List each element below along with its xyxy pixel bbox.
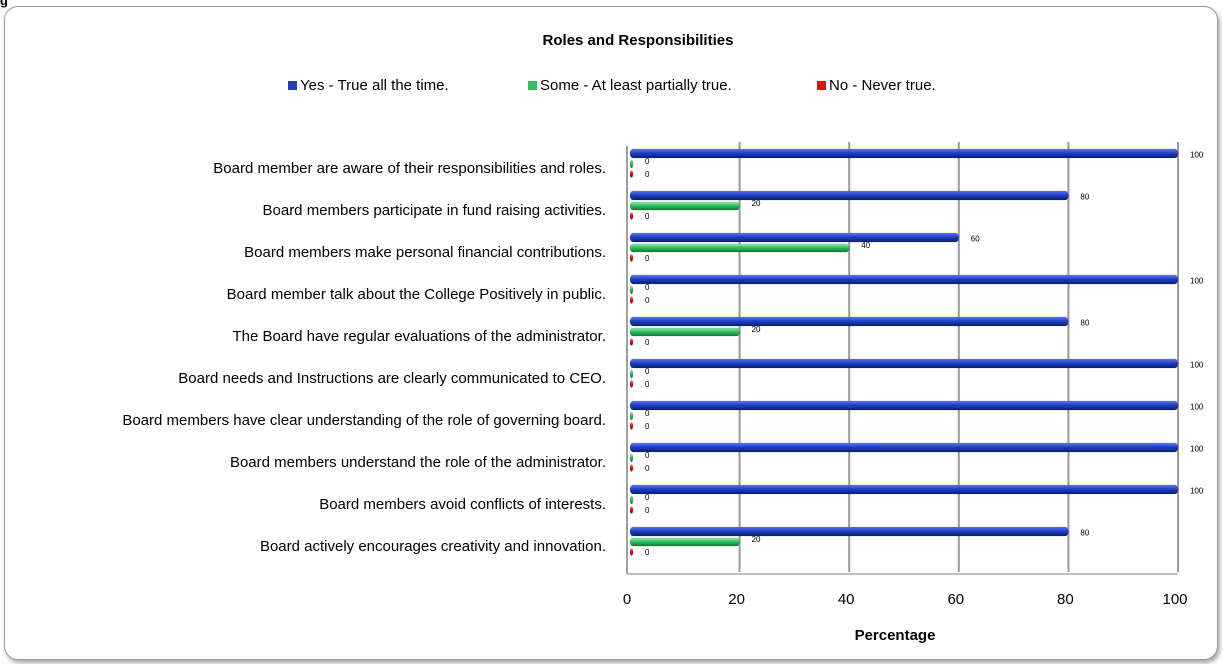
legend-label: Some - At least partially true. xyxy=(540,77,732,94)
bar-0 xyxy=(629,526,1069,537)
chart-frame xyxy=(4,6,1218,660)
data-label: 0 xyxy=(645,170,650,179)
data-label: 40 xyxy=(861,241,870,250)
bar-1 xyxy=(629,327,740,337)
data-label: 100 xyxy=(1190,445,1204,454)
x-tick-label: 80 xyxy=(1057,591,1074,608)
bar-0 xyxy=(629,484,1179,495)
bar-2 xyxy=(629,380,634,388)
data-label: 0 xyxy=(645,296,650,305)
category-label: Board actively encourages creativity and… xyxy=(260,538,606,555)
bar-0 xyxy=(629,442,1179,453)
legend: Yes - True all the time. Some - At least … xyxy=(288,77,936,94)
bar-1 xyxy=(629,243,850,253)
legend-label: Yes - True all the time. xyxy=(300,77,449,94)
bar-1 xyxy=(629,201,740,211)
bar-2 xyxy=(629,548,634,556)
category-label: Board needs and Instructions are clearly… xyxy=(178,370,606,387)
bar-1 xyxy=(629,537,740,547)
bar-2 xyxy=(629,464,634,472)
legend-swatch xyxy=(528,81,537,90)
bar-0 xyxy=(629,358,1179,369)
category-label: Board members understand the role of the… xyxy=(230,454,606,471)
category-label: Board member talk about the College Posi… xyxy=(227,286,606,303)
x-tick-label: 20 xyxy=(728,591,745,608)
category-label: The Board have regular evaluations of th… xyxy=(232,328,606,345)
data-label: 0 xyxy=(645,254,650,263)
data-label: 0 xyxy=(645,493,650,502)
figure-label: g xyxy=(0,0,8,8)
bar-2 xyxy=(629,296,634,304)
data-label: 100 xyxy=(1190,487,1204,496)
category-label: Board members avoid conflicts of interes… xyxy=(319,496,606,513)
x-tick-label: 100 xyxy=(1162,591,1187,608)
bar-2 xyxy=(629,422,634,430)
data-label: 60 xyxy=(971,235,980,244)
data-label: 100 xyxy=(1190,403,1204,412)
data-label: 0 xyxy=(645,464,650,473)
bar-1 xyxy=(629,453,634,463)
bar-2 xyxy=(629,170,634,178)
chart-title: Roles and Responsibilities xyxy=(543,32,734,49)
data-label: 0 xyxy=(645,380,650,389)
category-label: Board member are aware of their responsi… xyxy=(213,160,606,177)
bar-0 xyxy=(629,148,1179,159)
grid xyxy=(626,142,1179,575)
bar-2 xyxy=(629,338,634,346)
bar-0 xyxy=(629,190,1069,201)
data-label: 100 xyxy=(1190,277,1204,286)
data-label: 80 xyxy=(1080,319,1089,328)
data-label: 100 xyxy=(1190,151,1204,160)
data-label: 20 xyxy=(752,325,761,334)
bar-1 xyxy=(629,495,634,505)
data-label: 0 xyxy=(645,548,650,557)
bar-1 xyxy=(629,411,634,421)
bar-1 xyxy=(629,285,634,295)
legend-swatch xyxy=(817,81,826,90)
data-label: 20 xyxy=(752,199,761,208)
x-axis-label: Percentage xyxy=(855,627,936,644)
x-tick-label: 40 xyxy=(838,591,855,608)
bar-1 xyxy=(629,369,634,379)
data-label: 0 xyxy=(645,506,650,515)
bar-2 xyxy=(629,212,634,220)
category-label: Board members make personal financial co… xyxy=(244,244,606,261)
x-axis-ticks: 0 20 40 60 80 100 xyxy=(623,591,1188,608)
data-label: 0 xyxy=(645,157,650,166)
bar-1 xyxy=(629,159,634,169)
data-label: 0 xyxy=(645,409,650,418)
bar-0 xyxy=(629,316,1069,327)
data-label: 0 xyxy=(645,451,650,460)
bars: 1000080200604001000080200100001000010000… xyxy=(629,148,1204,557)
x-tick-label: 60 xyxy=(947,591,964,608)
category-label: Board members have clear understanding o… xyxy=(122,412,606,429)
bar-0 xyxy=(629,400,1179,411)
legend-swatch xyxy=(288,81,297,90)
data-label: 20 xyxy=(752,535,761,544)
data-label: 100 xyxy=(1190,361,1204,370)
data-label: 80 xyxy=(1080,193,1089,202)
data-label: 0 xyxy=(645,338,650,347)
data-label: 0 xyxy=(645,367,650,376)
bar-0 xyxy=(629,274,1179,285)
bar-2 xyxy=(629,506,634,514)
data-label: 0 xyxy=(645,212,650,221)
data-label: 80 xyxy=(1080,529,1089,538)
data-label: 0 xyxy=(645,283,650,292)
bar-0 xyxy=(629,232,960,243)
data-label: 0 xyxy=(645,422,650,431)
category-label: Board members participate in fund raisin… xyxy=(263,202,607,219)
x-tick-label: 0 xyxy=(623,591,631,608)
legend-label: No - Never true. xyxy=(829,77,936,94)
category-labels: Board member are aware of their responsi… xyxy=(122,160,606,555)
bar-2 xyxy=(629,254,634,262)
